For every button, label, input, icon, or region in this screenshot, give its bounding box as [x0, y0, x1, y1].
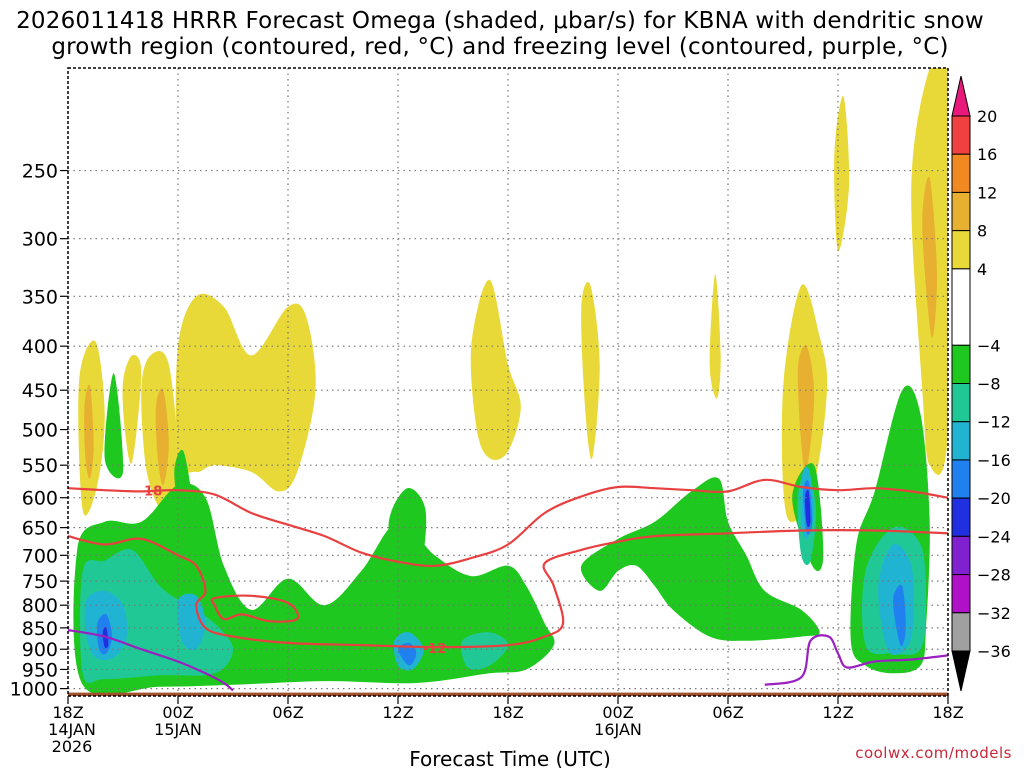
x-tick-label-8-0: 18Z [932, 703, 963, 722]
y-tick-label-500: 500 [22, 420, 58, 442]
contour-line-0 [68, 478, 948, 568]
colorbar-band-6 [951, 344, 971, 384]
colorbar-label-3: 8 [977, 222, 987, 241]
colorbar-band-4 [951, 230, 971, 270]
colorbar-band-1 [951, 115, 971, 155]
colorbar-label-7: −12 [977, 413, 1011, 432]
colorbar-band-3 [951, 191, 971, 232]
x-tick-label-5-0: 00Z [602, 703, 633, 722]
omega-shade-16 [174, 449, 193, 525]
colorbar-label-4: 4 [977, 260, 987, 279]
y-tick-label-300: 300 [22, 229, 58, 251]
colorbar-label-6: −8 [977, 375, 1001, 394]
credit-link[interactable]: coolwx.com/models [855, 744, 1012, 762]
colorbar-band-13 [951, 612, 971, 652]
x-tick-label-6-0: 06Z [712, 703, 743, 722]
contour-layer: -18 -12 [68, 478, 948, 692]
contour-line-4 [764, 634, 948, 686]
colorbar-band-8 [951, 421, 971, 461]
y-tick-label-950: 950 [22, 659, 58, 681]
omega-shade-34 [804, 489, 811, 528]
colorbar-band-11 [951, 535, 971, 576]
y-tick-label-850: 850 [22, 618, 58, 640]
y-tick-label-600: 600 [22, 488, 58, 510]
x-tick-label-0-1: 14JAN [48, 720, 96, 739]
x-tick-label-7-0: 12Z [822, 703, 853, 722]
y-tick-label-350: 350 [22, 286, 58, 308]
colorbar-band-10 [951, 497, 971, 537]
omega-shade-22 [460, 632, 508, 670]
colorbar-label-12: −32 [977, 604, 1011, 623]
contour-label-1: -12 [423, 642, 447, 657]
contour-line-1 [68, 529, 948, 649]
x-tick-label-4-0: 18Z [492, 703, 523, 722]
colorbar-label-0: 20 [977, 107, 997, 126]
y-tick-label-250: 250 [22, 161, 58, 183]
omega-shade-1 [84, 384, 94, 479]
colorbar-label-5: −4 [977, 336, 1001, 355]
colorbar: 20 16 12 8 4 −4 −8 −12 −16 −20 −24 −28 −32 −36 [951, 75, 1011, 692]
colorbar-label-11: −28 [977, 566, 1011, 585]
colorbar-label-2: 12 [977, 183, 997, 202]
contour-line-3 [68, 629, 234, 692]
contour-line-2 [210, 594, 300, 623]
y-tick-label-650: 650 [22, 518, 58, 540]
y-axis-ticks: 2503003504004505005506006507007508008509… [10, 161, 68, 701]
omega-shade-13 [922, 176, 938, 338]
colorbar-label-8: −16 [977, 451, 1011, 470]
x-axis-label: Forecast Time (UTC) [409, 747, 611, 768]
x-tick-label-2-0: 06Z [272, 703, 303, 722]
y-tick-label-900: 900 [22, 639, 58, 661]
omega-shade-7 [581, 281, 600, 460]
colorbar-label-1: 16 [977, 145, 997, 164]
omega-shade-8 [709, 274, 721, 399]
colorbar-band-12 [951, 574, 971, 614]
chart-title: 2026011418 HRRR Forecast Omega (shaded, … [0, 8, 1000, 60]
gridlines [68, 68, 948, 696]
terrain-ground [68, 692, 948, 696]
x-tick-label-0-0: 18Z [52, 703, 83, 722]
colorbar-band-0 [951, 75, 971, 117]
colorbar-band-2 [951, 153, 971, 193]
colorbar-band-9 [951, 459, 971, 499]
omega-shade-10 [797, 345, 815, 473]
omega-shade-31 [398, 642, 417, 666]
y-tick-label-1000: 1000 [10, 679, 58, 701]
y-tick-label-750: 750 [22, 571, 58, 593]
x-tick-label-1-0: 00Z [162, 703, 193, 722]
omega-shade-4 [175, 293, 316, 492]
y-tick-label-550: 550 [22, 455, 58, 477]
y-tick-label-700: 700 [22, 545, 58, 567]
omega-shade-18 [580, 477, 820, 641]
terrain-layer [68, 692, 948, 696]
colorbar-label-10: −24 [977, 527, 1011, 546]
title-line-2: growth region (contoured, red, °C) and f… [51, 34, 949, 60]
omega-shade-15 [104, 373, 124, 479]
omega-shade-33 [892, 584, 906, 647]
contour-label-0: -18 [139, 484, 163, 499]
title-line-1: 2026011418 HRRR Forecast Omega (shaded, … [16, 8, 984, 34]
x-tick-label-0-2: 2026 [52, 737, 93, 756]
y-tick-label-800: 800 [22, 595, 58, 617]
y-tick-label-450: 450 [22, 380, 58, 402]
colorbar-band-14 [951, 650, 971, 692]
colorbar-label-13: −36 [977, 642, 1011, 661]
x-tick-label-3-0: 12Z [382, 703, 413, 722]
omega-shade-3 [155, 388, 169, 486]
colorbar-label-9: −20 [977, 489, 1011, 508]
omega-shade-26 [177, 593, 206, 651]
colorbar-band-5 [951, 268, 971, 346]
colorbar-band-7 [951, 383, 971, 423]
y-tick-label-400: 400 [22, 336, 58, 358]
x-tick-label-5-1: 16JAN [594, 720, 642, 739]
x-tick-label-1-1: 15JAN [154, 720, 202, 739]
omega-shade-5 [122, 355, 142, 464]
